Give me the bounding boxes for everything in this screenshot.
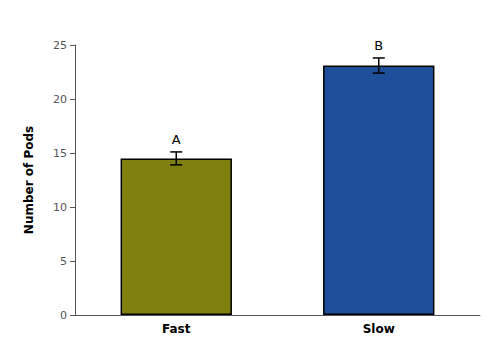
- svg-text:10: 10: [53, 201, 67, 214]
- svg-text:B: B: [374, 38, 383, 53]
- svg-text:15: 15: [53, 147, 67, 160]
- svg-text:25: 25: [53, 39, 67, 52]
- svg-text:Slow: Slow: [363, 322, 395, 336]
- svg-text:Number of Pods: Number of Pods: [22, 126, 36, 234]
- svg-text:5: 5: [60, 255, 67, 268]
- svg-text:Fast: Fast: [162, 322, 191, 336]
- svg-text:20: 20: [53, 93, 67, 106]
- svg-text:A: A: [172, 132, 181, 147]
- svg-text:0: 0: [60, 309, 67, 322]
